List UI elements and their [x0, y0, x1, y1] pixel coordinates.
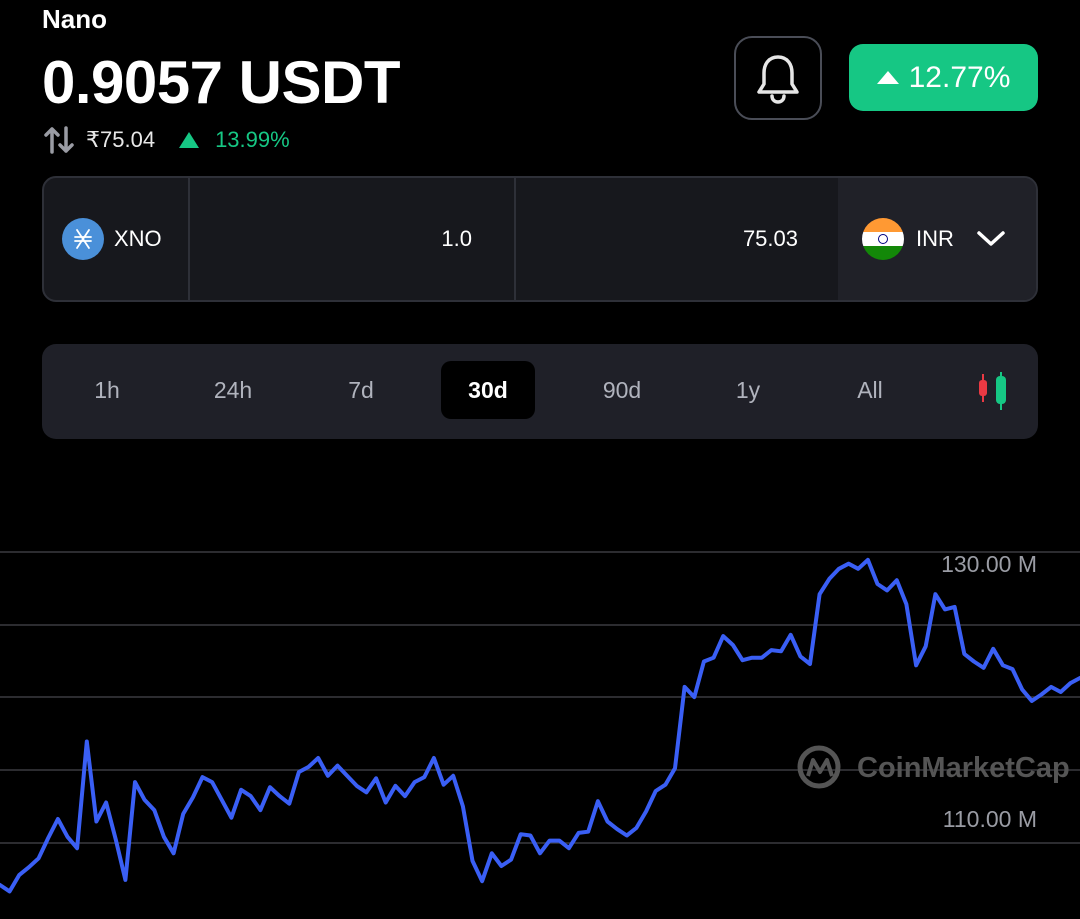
to-amount-input[interactable]: 75.03 [516, 178, 798, 300]
to-amount: 75.03 [742, 226, 798, 251]
triangle-up-icon [876, 71, 899, 84]
xno-logo-icon [62, 218, 104, 260]
coin-name: Nano [42, 4, 107, 34]
divider [514, 178, 516, 300]
currency-converter: XNO 1.0 75.03 INR [42, 176, 1038, 302]
range-90d[interactable]: 90d [602, 376, 642, 403]
change-percent: 12.77% [908, 60, 1011, 94]
candlestick-icon[interactable] [974, 370, 1014, 412]
change-badge: 12.77% [849, 44, 1038, 111]
inr-price: ₹75.04 [86, 127, 156, 152]
from-symbol: XNO [114, 226, 162, 251]
swap-icon[interactable] [42, 123, 76, 157]
y-axis-label: 110.00 M [943, 806, 1037, 832]
chevron-down-icon [977, 231, 1005, 246]
price: 0.9057 USDT [42, 49, 401, 116]
from-currency: XNO [62, 178, 190, 300]
inr-change: 13.99% [215, 127, 290, 152]
currency-select[interactable]: INR [838, 178, 1036, 300]
sub-price-row: ₹75.04 13.99% [42, 120, 290, 160]
range-all[interactable]: All [857, 376, 883, 403]
from-amount: 1.0 [441, 226, 472, 251]
range-1y[interactable]: 1y [735, 376, 761, 403]
y-axis-label: 130.00 M [941, 551, 1037, 577]
divider [188, 178, 190, 300]
price-chart[interactable]: CoinMarketCap 130.00 M 110.00 M [0, 440, 1080, 919]
from-amount-input[interactable]: 1.0 [190, 178, 472, 300]
time-range-selector: 1h 24h 7d 30d 90d 1y All [42, 344, 1038, 439]
price-alert-button[interactable] [734, 36, 822, 120]
range-24h[interactable]: 24h [213, 376, 253, 403]
price-line [0, 557, 1080, 894]
bell-icon [757, 55, 799, 104]
range-7d[interactable]: 7d [348, 376, 374, 403]
watermark-text: CoinMarketCap [857, 752, 1070, 784]
triangle-up-icon [179, 132, 200, 148]
range-1h[interactable]: 1h [94, 376, 120, 403]
range-30d[interactable]: 30d [441, 361, 535, 419]
watermark: CoinMarketCap [797, 745, 1070, 789]
india-flag-icon [862, 218, 904, 260]
to-currency: INR [916, 226, 954, 251]
